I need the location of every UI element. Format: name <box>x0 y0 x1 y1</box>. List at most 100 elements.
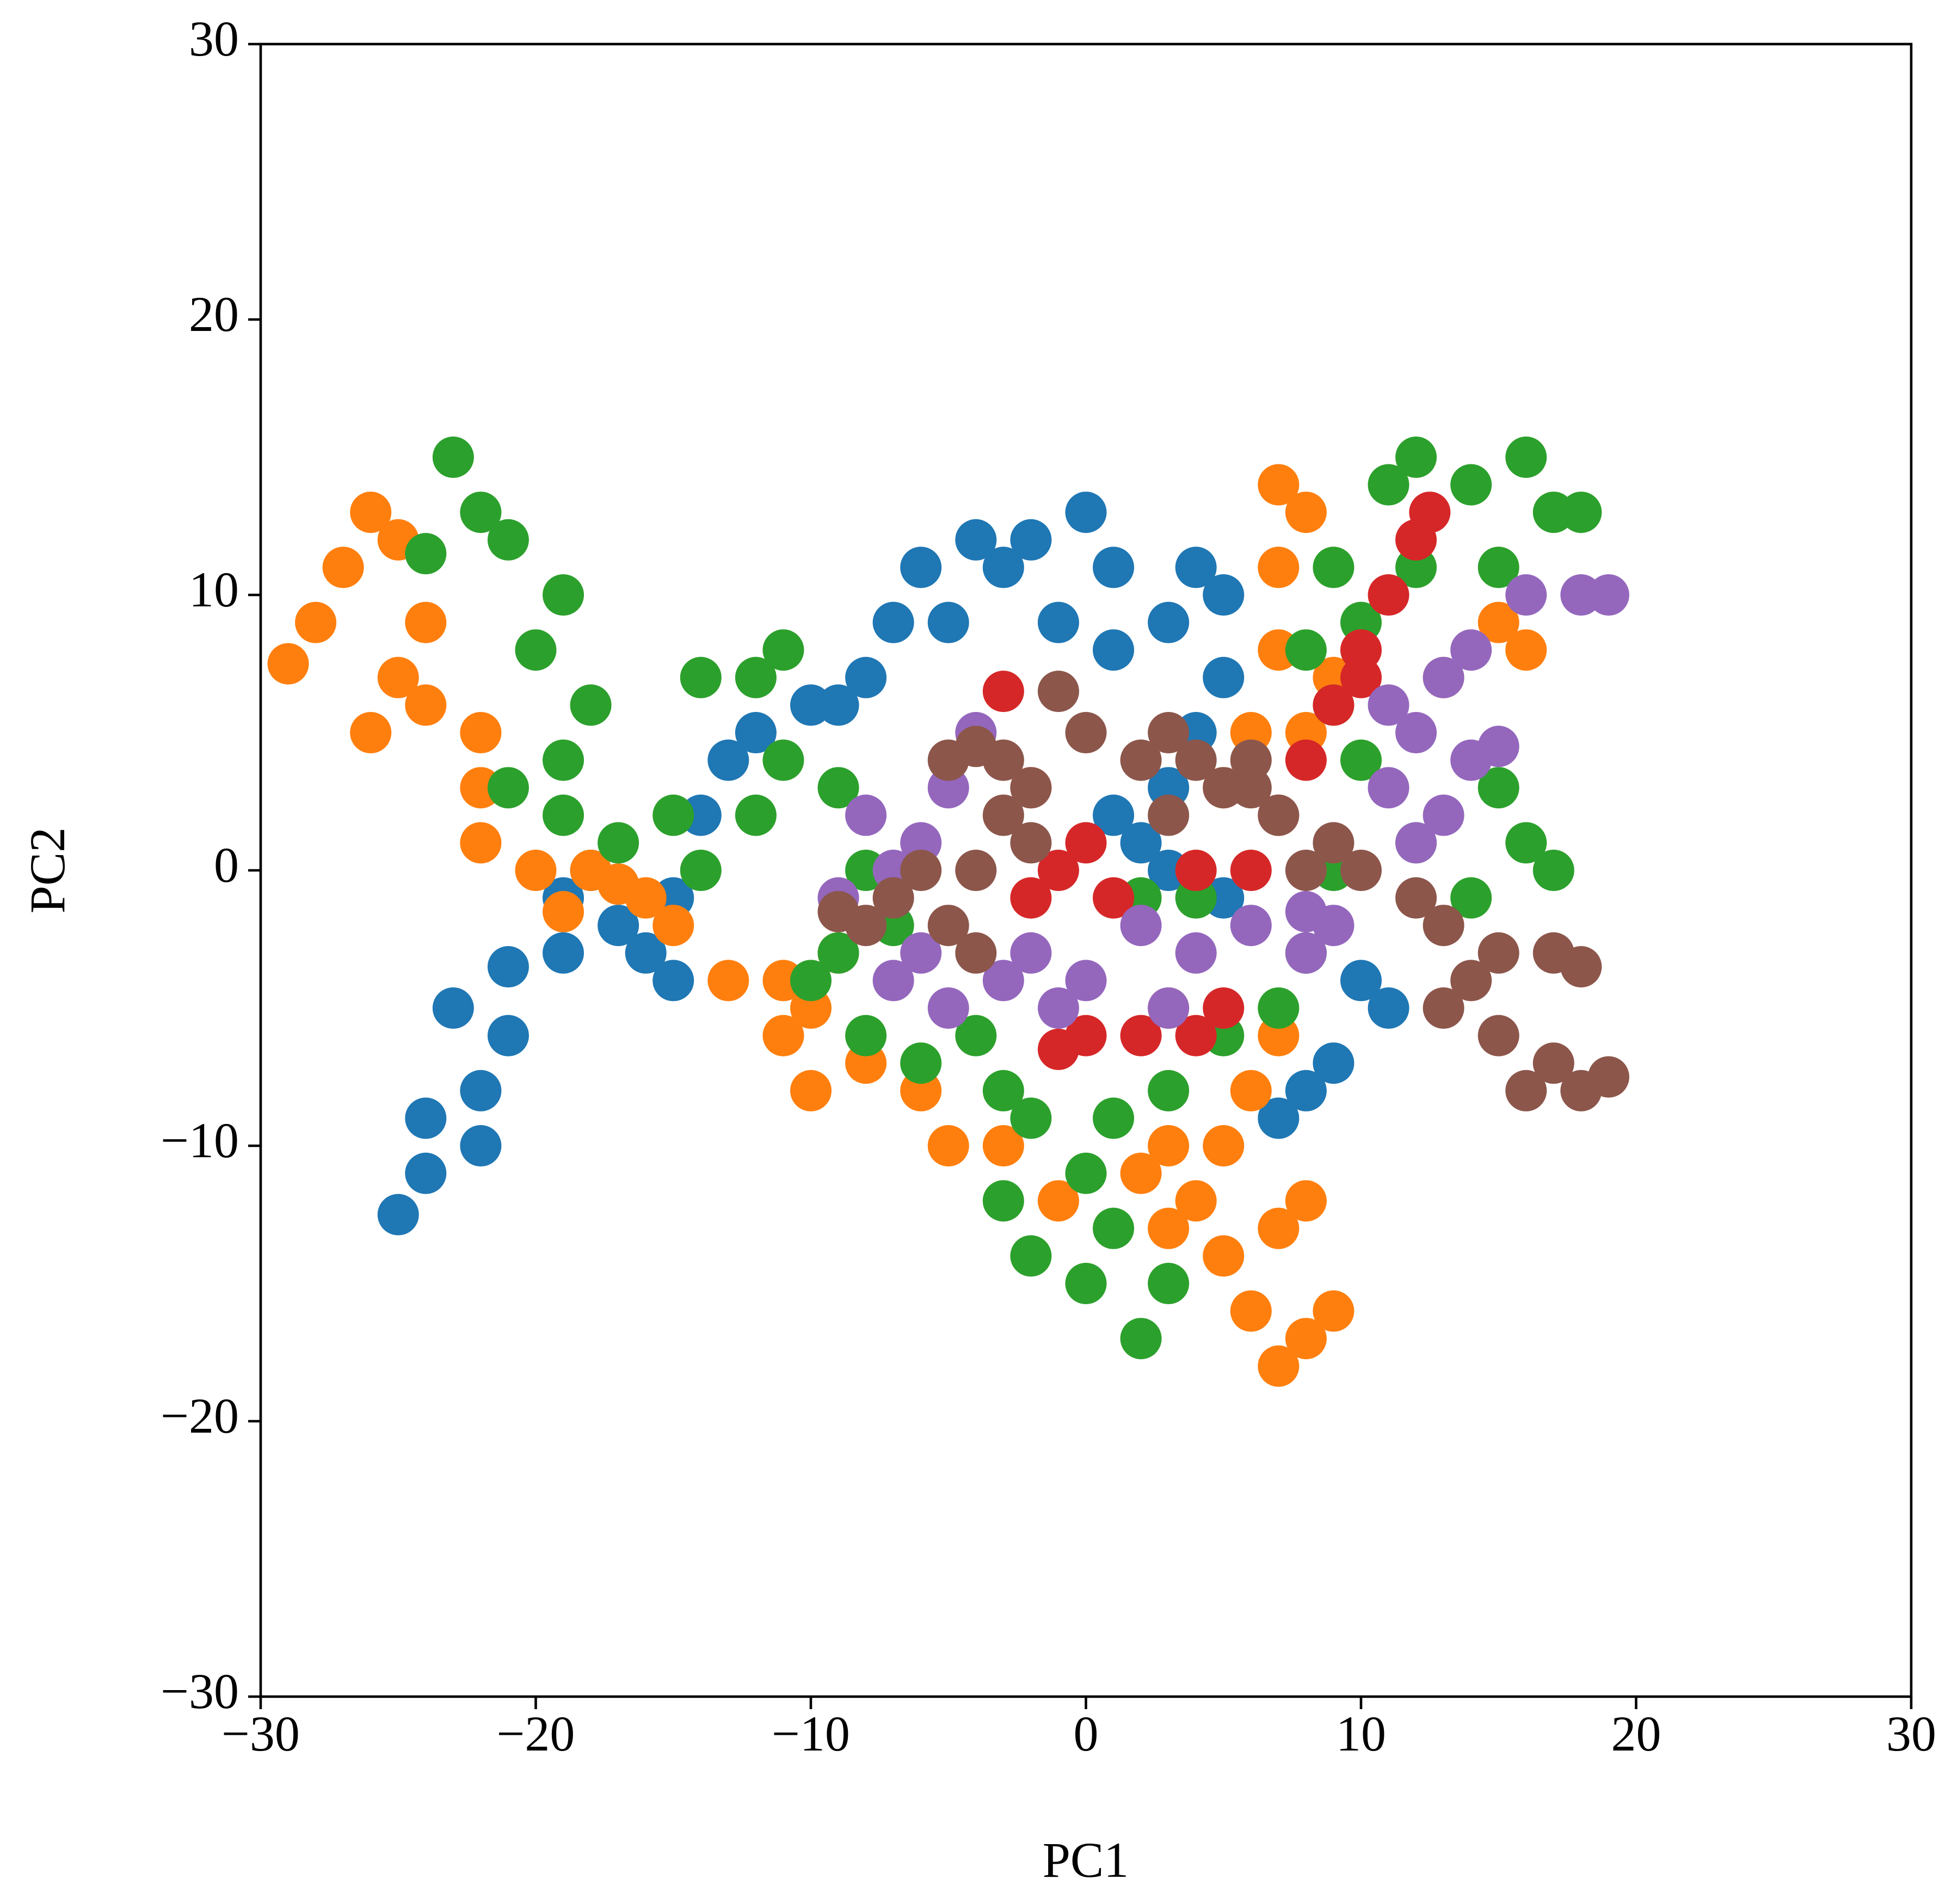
point <box>1450 877 1492 919</box>
point <box>790 960 832 1002</box>
point <box>1409 492 1451 533</box>
point <box>900 546 942 588</box>
point <box>1065 1263 1107 1304</box>
point <box>680 656 722 698</box>
point <box>350 492 392 533</box>
point <box>982 960 1024 1002</box>
point <box>1395 822 1437 864</box>
point <box>982 671 1024 713</box>
point <box>1120 1152 1162 1194</box>
point <box>1258 546 1300 588</box>
point <box>1230 739 1272 781</box>
point <box>1395 712 1437 753</box>
point <box>735 712 777 753</box>
point <box>1258 1207 1300 1249</box>
point <box>1065 712 1107 753</box>
point <box>543 932 584 974</box>
point <box>762 629 804 671</box>
point <box>543 574 584 616</box>
point <box>1450 629 1492 671</box>
point <box>1450 960 1492 1002</box>
point <box>1065 822 1107 864</box>
point <box>982 794 1024 836</box>
point <box>1587 574 1629 616</box>
point <box>1285 492 1327 533</box>
point <box>872 877 914 919</box>
point <box>1395 437 1437 478</box>
point <box>1477 546 1519 588</box>
point <box>377 1194 419 1236</box>
point <box>1313 1042 1354 1084</box>
point <box>900 932 942 974</box>
point <box>1010 932 1052 974</box>
point <box>1148 601 1190 643</box>
point <box>652 960 694 1002</box>
point <box>707 739 749 781</box>
point <box>1505 437 1547 478</box>
point <box>1148 712 1190 753</box>
point <box>1423 656 1464 698</box>
point <box>1505 629 1547 671</box>
x-tick-label: 10 <box>1336 1706 1386 1761</box>
point <box>1093 546 1135 588</box>
point <box>817 767 859 809</box>
point <box>1313 1290 1354 1332</box>
point <box>1258 1345 1300 1387</box>
point <box>543 794 584 836</box>
point <box>982 1180 1024 1222</box>
point <box>1093 877 1135 919</box>
x-tick-label: −20 <box>497 1706 575 1761</box>
point <box>1313 546 1354 588</box>
point <box>1230 1070 1272 1111</box>
point <box>982 1125 1024 1166</box>
y-tick-label: 0 <box>214 837 239 893</box>
point <box>1203 1125 1245 1166</box>
point <box>1148 1263 1190 1304</box>
point <box>1037 601 1079 643</box>
point <box>1285 1070 1327 1111</box>
point <box>515 629 557 671</box>
point <box>735 794 777 836</box>
point <box>1148 794 1190 836</box>
point <box>460 712 502 753</box>
point <box>487 946 529 988</box>
point <box>598 905 639 947</box>
point <box>1093 1207 1135 1249</box>
point <box>1423 905 1464 947</box>
point <box>1203 1235 1245 1277</box>
x-tick-label: 0 <box>1074 1706 1099 1761</box>
point <box>845 794 887 836</box>
point <box>1560 492 1602 533</box>
point <box>1285 850 1327 891</box>
point <box>1285 1318 1327 1360</box>
point <box>762 739 804 781</box>
point <box>845 1015 887 1057</box>
point <box>1010 767 1052 809</box>
point <box>1313 822 1354 864</box>
y-tick-label: −20 <box>161 1388 239 1444</box>
point <box>1258 987 1300 1029</box>
point <box>1340 656 1382 698</box>
point <box>1368 464 1409 506</box>
point <box>955 850 997 891</box>
point <box>1477 726 1519 767</box>
point <box>982 546 1024 588</box>
point <box>1477 1015 1519 1057</box>
point <box>872 601 914 643</box>
point <box>707 960 749 1002</box>
y-tick-label: 10 <box>189 562 239 617</box>
point <box>1037 987 1079 1029</box>
point <box>1148 1125 1190 1166</box>
point <box>1148 987 1190 1029</box>
point <box>1423 794 1464 836</box>
point <box>487 1015 529 1057</box>
point <box>1285 932 1327 974</box>
point <box>1175 932 1217 974</box>
point <box>1368 987 1409 1029</box>
point <box>1395 877 1437 919</box>
point <box>1505 822 1547 864</box>
point <box>1010 1235 1052 1277</box>
point <box>598 822 639 864</box>
point <box>405 684 447 726</box>
